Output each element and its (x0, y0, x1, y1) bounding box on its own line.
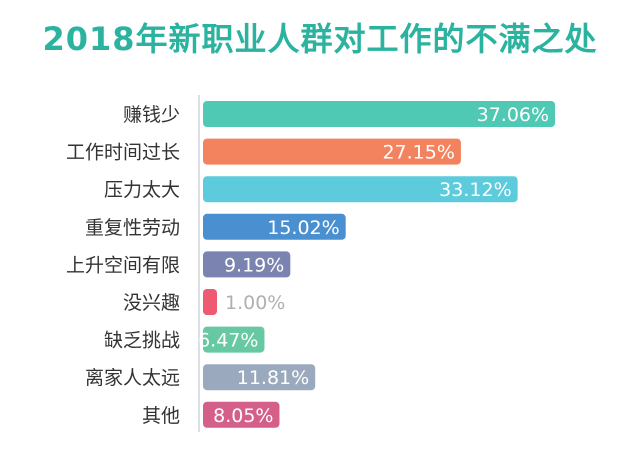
data-label: 27.15% (382, 142, 454, 164)
data-label: 6.47% (198, 330, 258, 352)
category-label: 缺乏挑战 (104, 330, 180, 352)
bar (203, 326, 265, 353)
data-label: 1.00% (225, 292, 285, 314)
data-label: 37.06% (477, 104, 549, 126)
data-label: 33.12% (439, 179, 511, 201)
category-label: 压力太大 (104, 179, 180, 201)
bar (203, 364, 316, 391)
bar (203, 176, 518, 203)
category-label: 其他 (142, 405, 180, 427)
category-label: 没兴趣 (123, 292, 180, 314)
bar (203, 101, 556, 127)
bar (203, 213, 346, 240)
bar (203, 138, 461, 165)
data-label: 9.19% (224, 254, 284, 276)
data-label: 15.02% (267, 217, 339, 239)
category-label: 上升空间有限 (66, 254, 180, 276)
bar (203, 289, 217, 315)
data-label: 8.05% (213, 405, 273, 427)
bar (203, 401, 280, 428)
chart-title: 2018年新职业人群对工作的不满之处 (42, 20, 598, 58)
data-label: 11.81% (237, 367, 309, 389)
category-label: 离家人太远 (85, 367, 180, 389)
category-label: 赚钱少 (123, 104, 180, 126)
category-label: 工作时间过长 (66, 142, 180, 164)
bar (203, 251, 291, 278)
category-label: 重复性劳动 (85, 217, 180, 239)
